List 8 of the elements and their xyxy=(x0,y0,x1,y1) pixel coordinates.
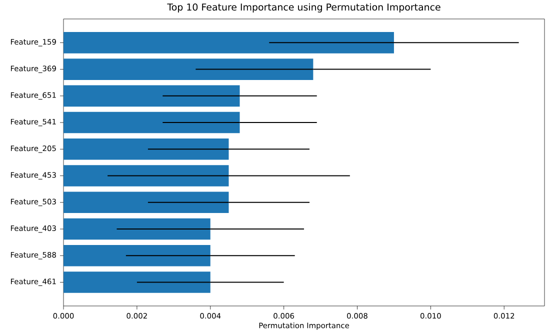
bar xyxy=(64,112,240,134)
bar xyxy=(64,192,229,214)
chart-title: Top 10 Feature Importance using Permutation Importance xyxy=(167,3,440,12)
bar xyxy=(64,272,210,293)
bar xyxy=(64,58,314,80)
bar xyxy=(64,85,240,107)
bar xyxy=(64,32,394,54)
bar xyxy=(64,138,229,160)
